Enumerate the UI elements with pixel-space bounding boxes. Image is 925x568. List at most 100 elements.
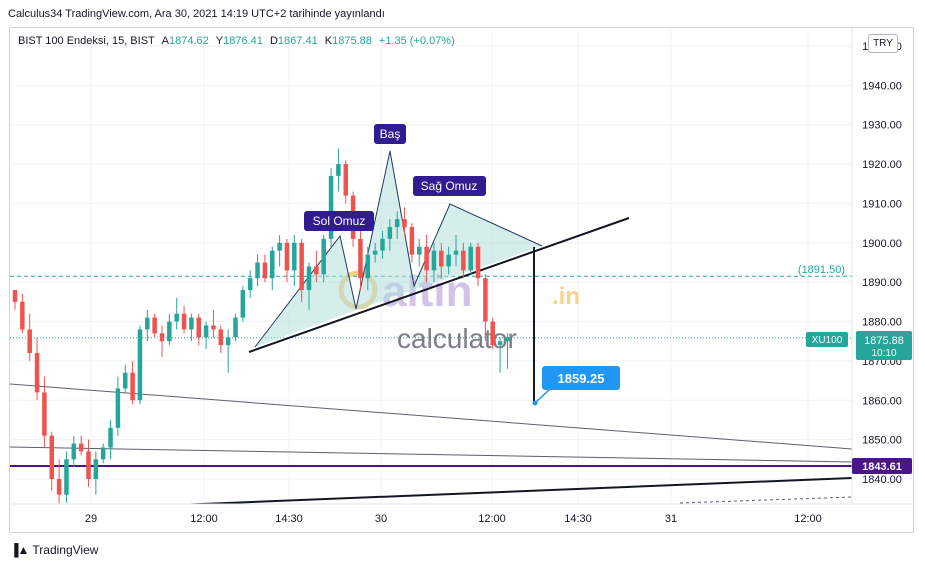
candle-body — [321, 238, 326, 275]
candle-body — [299, 242, 304, 291]
candle-body — [446, 254, 451, 267]
candle-body — [461, 250, 466, 271]
price-tick-label: 1900.00 — [862, 238, 902, 250]
tradingview-logo-icon: ▐▲ — [10, 543, 29, 557]
candle-body — [424, 246, 429, 271]
sol-omuz-label-box — [304, 211, 374, 231]
price-tick-label: 1930.00 — [862, 120, 902, 132]
open-value: 1874.62 — [168, 35, 209, 47]
change-value: +1.35 (+0.07%) — [378, 35, 455, 47]
pattern-outline — [254, 150, 543, 348]
candle-body — [71, 443, 77, 460]
symbol-name[interactable]: BIST 100 Endeksi, 15, BIST — [18, 35, 155, 47]
close-value: 1875.88 — [332, 35, 372, 47]
low-value: 1867.41 — [277, 35, 318, 47]
symbol-tag: XU100 — [812, 335, 843, 346]
candle-body — [211, 325, 216, 330]
candle-body — [130, 372, 135, 401]
candle-body — [336, 164, 341, 176]
head-shoulders-pattern — [248, 150, 630, 353]
price-tags: XU100 1875.88 10:10 1843.61 — [806, 331, 912, 474]
candle-body — [497, 341, 503, 346]
time-axis[interactable]: 29 12:00 14:30 30 12:00 14:30 31 12:00 — [85, 513, 822, 525]
candle-body — [137, 329, 143, 401]
candle-body — [49, 435, 54, 479]
candle-body — [468, 246, 473, 271]
candle-body — [56, 479, 62, 495]
candle-body — [277, 242, 282, 251]
candle-body — [159, 333, 165, 342]
time-tick-label: 12:00 — [794, 513, 822, 525]
footer-brand[interactable]: TradingView — [32, 543, 99, 557]
chart-frame[interactable] — [9, 27, 914, 533]
footer: ▐▲ TradingView — [10, 543, 98, 557]
candle-body — [365, 254, 371, 279]
price-tick-label: 1850.00 — [862, 435, 902, 447]
price-tick-label: 1940.00 — [862, 80, 902, 92]
candle-body — [20, 301, 25, 330]
time-tick-label: 14:30 — [564, 513, 592, 525]
candle-body — [409, 227, 415, 255]
high-value: 1876.41 — [223, 35, 263, 47]
candle-body — [284, 242, 290, 271]
candle-body — [417, 246, 422, 255]
candle-body — [196, 317, 201, 338]
countdown-tag: 10:10 — [871, 348, 896, 359]
target-label: 1859.25 — [558, 371, 605, 386]
candle-body — [453, 250, 459, 255]
dashed-level-label: (1891.50) — [798, 264, 845, 276]
price-tick-label: 1910.00 — [862, 198, 902, 210]
watermark-tld: .in — [552, 283, 580, 310]
currency-button[interactable]: TRY — [868, 34, 898, 53]
time-tick-label: 12:00 — [190, 513, 218, 525]
candle-body — [86, 451, 91, 479]
candle-body — [402, 219, 407, 228]
last-price-tag: 1875.88 — [864, 335, 904, 347]
support-price-box — [852, 458, 912, 474]
neckline — [248, 217, 630, 353]
candle-body — [34, 353, 40, 393]
candle-body — [152, 317, 157, 334]
candle-body — [225, 337, 231, 346]
candle-body — [372, 250, 378, 255]
price-axis[interactable]: 1950.001940.001930.001920.001910.001900.… — [862, 41, 902, 486]
candle-body — [247, 278, 253, 291]
candle-body — [233, 317, 238, 338]
candle-body — [431, 250, 437, 271]
candle-body — [181, 313, 187, 330]
candle-body — [12, 290, 18, 302]
candle-body — [100, 447, 106, 460]
candle-body — [115, 388, 121, 428]
candle-body — [42, 392, 47, 436]
symbol-legend: BIST 100 Endeksi, 15, BIST A1874.62 Y187… — [18, 35, 455, 47]
pattern-fill — [255, 151, 542, 347]
candle-body — [270, 250, 275, 279]
candle-body — [240, 290, 246, 318]
candle-body — [306, 266, 312, 291]
high-label: Y — [215, 35, 224, 47]
candle-body — [505, 337, 510, 342]
time-tick-label: 30 — [375, 513, 387, 525]
target-dot — [532, 400, 538, 406]
open-label: A — [161, 35, 169, 47]
candles — [12, 148, 510, 504]
candle-body — [218, 329, 224, 346]
candle-body — [262, 262, 268, 279]
candle-body — [343, 164, 348, 196]
rising-trendline-dashed — [679, 496, 852, 504]
candle-body — [475, 246, 481, 279]
bas-label-box — [374, 124, 406, 144]
candle-body — [27, 329, 32, 354]
target-pointer — [534, 388, 551, 404]
long-trendline-2 — [10, 446, 852, 463]
candle-body — [358, 238, 363, 279]
price-tick-label: 1880.00 — [862, 317, 902, 329]
candle-body — [387, 227, 393, 239]
candle-body — [314, 266, 319, 275]
annotations: 1859.25 Baş Sol Omuz Sağ Omuz (1891.50) — [304, 124, 845, 406]
watermark-sub: calculator — [397, 323, 517, 354]
publish-header: Calculus34 TradingView.com, Ara 30, 2021… — [8, 8, 385, 20]
target-label-box — [542, 366, 620, 390]
low-label: D — [269, 35, 278, 47]
